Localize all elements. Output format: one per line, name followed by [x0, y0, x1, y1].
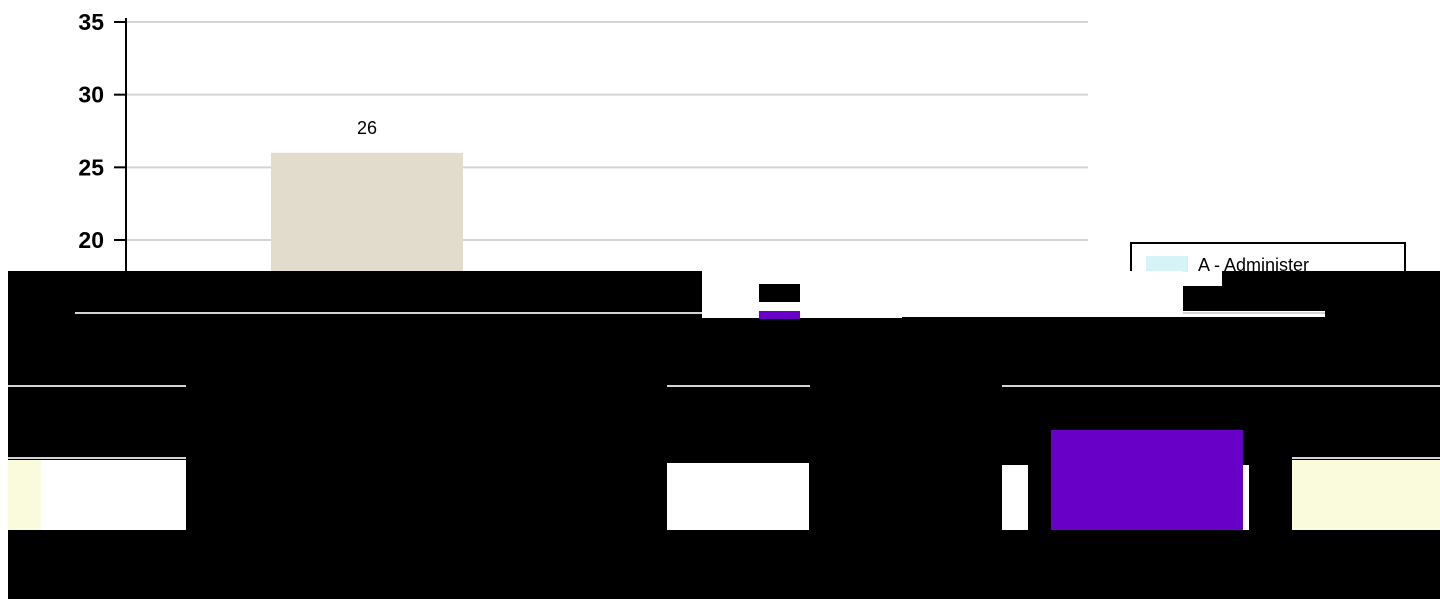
fragment-white	[667, 463, 809, 530]
occlusion-right-strip	[1325, 271, 1440, 319]
fragment-purple-swatch	[759, 311, 800, 319]
occlusion-legend-cut	[1183, 286, 1325, 311]
legend-label-a-administer: A - Administer	[1198, 255, 1309, 275]
fragment-white	[900, 271, 1183, 317]
occlusion-overlay	[0, 271, 1440, 599]
y-tick-label: 35	[78, 9, 104, 35]
fragment-white	[702, 271, 902, 318]
gridlines	[126, 21, 1088, 241]
fragment-white	[1002, 465, 1028, 530]
y-tick-label: 20	[78, 227, 104, 253]
fragment-pale-yellow	[1292, 460, 1440, 530]
y-tick-label: 25	[78, 154, 104, 180]
fragment-black-swatch	[759, 284, 800, 302]
fragment-white	[41, 460, 186, 530]
y-tick-label: 30	[78, 82, 104, 108]
occlusion-band-top	[8, 271, 702, 317]
legend-swatch-a-administer	[1146, 256, 1188, 272]
bar-value-label: 26	[357, 118, 377, 138]
fragment-purple-bar	[1051, 430, 1243, 530]
fragment-white	[1243, 465, 1249, 530]
occlusion-left-margin	[0, 271, 8, 599]
fragment-pale-yellow	[8, 460, 41, 530]
tick-labels: 20 25 30 35 26	[78, 9, 377, 253]
occlusion-legend-cut-2	[1222, 271, 1326, 287]
